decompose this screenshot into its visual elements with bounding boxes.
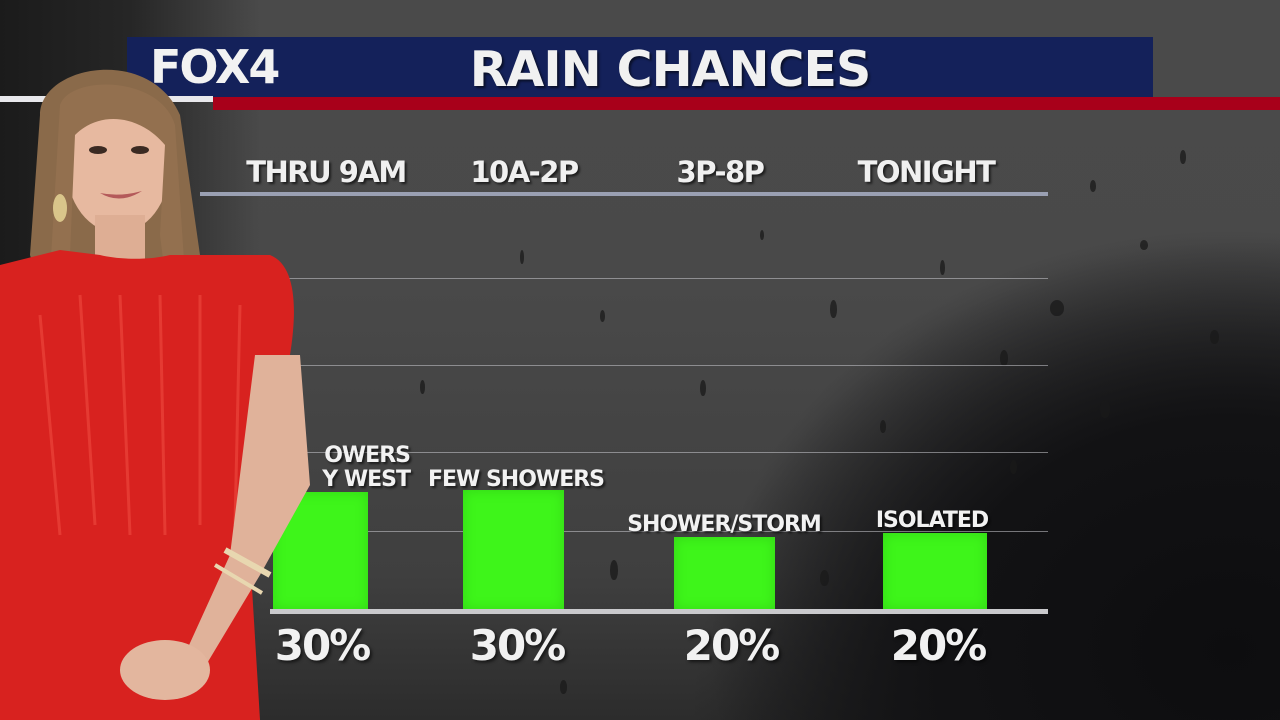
gridline: [200, 278, 1048, 279]
bar-10a-2p: [463, 490, 564, 610]
bar-description-3p-8p: SHOWER/STORM: [627, 512, 822, 537]
bar-description-tonight: ISOLATED: [875, 508, 989, 533]
bar-description-10a-2p: FEW SHOWERS: [427, 467, 605, 492]
red-accent-stripe: [213, 97, 1280, 110]
description-line: OWERS: [324, 443, 411, 468]
header-divider: [200, 192, 1048, 196]
chart-baseline: [270, 609, 1048, 614]
gridline: [200, 365, 1048, 366]
bar-tonight: [883, 533, 987, 610]
column-header-10a-2p: 10A-2P: [470, 155, 579, 189]
bar-description-thru-9am: OWERS Y WEST: [270, 443, 411, 492]
percent-thru-9am: 30%: [274, 621, 372, 670]
gridline: [200, 531, 1048, 532]
bar-3p-8p: [674, 537, 775, 610]
fox4-logo: FOX4: [150, 40, 280, 94]
gridline: [200, 452, 1048, 453]
percent-3p-8p: 20%: [683, 621, 781, 670]
title-banner: [127, 37, 1153, 97]
column-header-thru-9am: THRU 9AM: [246, 155, 407, 189]
column-header-3p-8p: 3P-8P: [676, 155, 765, 189]
presenter-image: [0, 69, 310, 720]
description-line: Y WEST: [322, 467, 411, 492]
percent-tonight: 20%: [890, 621, 988, 670]
page-title: RAIN CHANCES: [469, 41, 872, 98]
percent-10a-2p: 30%: [469, 621, 567, 670]
column-header-tonight: TONIGHT: [857, 155, 996, 189]
